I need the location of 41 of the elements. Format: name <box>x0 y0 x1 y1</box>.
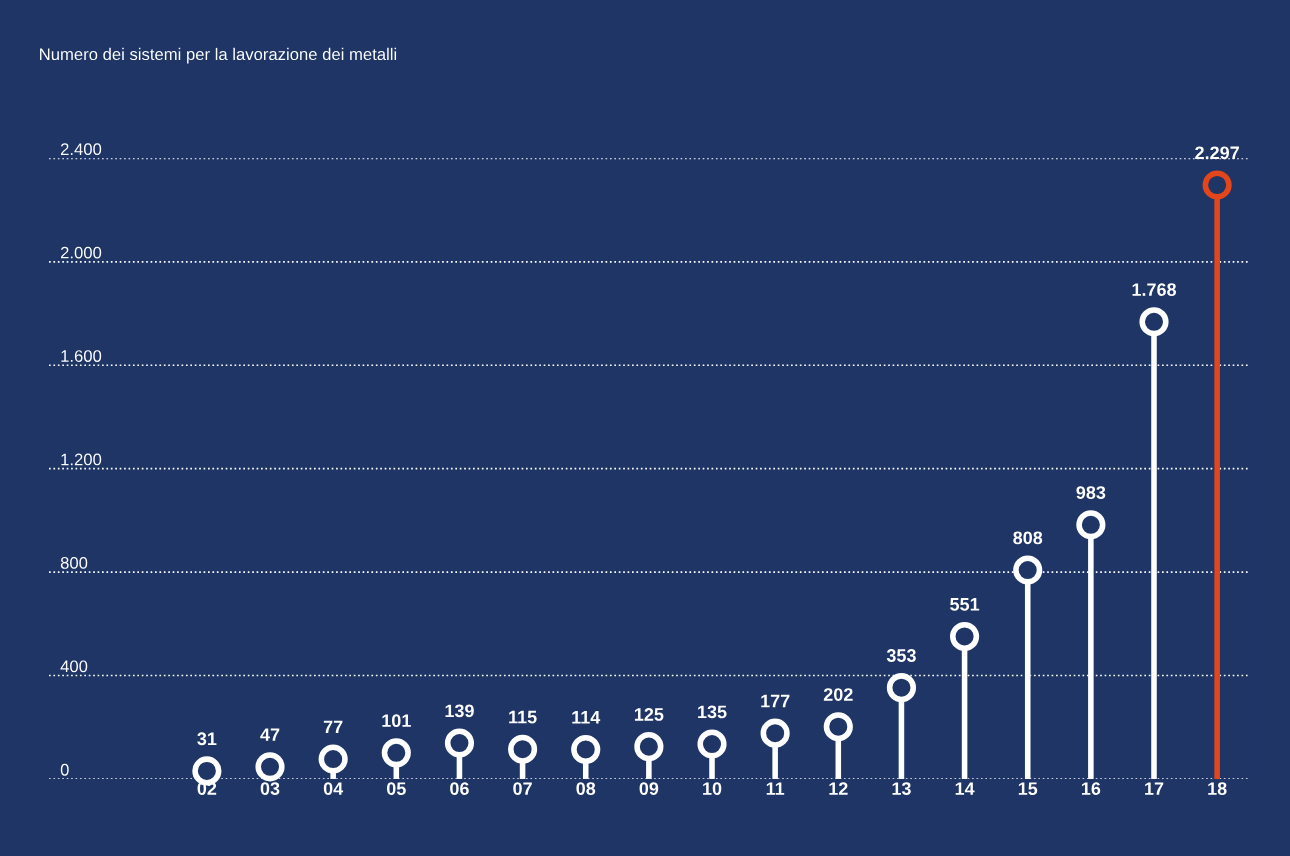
data-label: 202 <box>823 688 853 701</box>
data-label: 139 <box>445 704 474 718</box>
x-tick-label: 09 <box>639 782 659 795</box>
data-label: 1.768 <box>1132 283 1177 296</box>
data-label: 77 <box>323 720 343 734</box>
data-label: 47 <box>260 728 280 741</box>
x-tick-label: 04 <box>323 782 344 795</box>
data-label: 31 <box>197 732 217 746</box>
x-tick-label: 03 <box>260 782 280 796</box>
data-label: 101 <box>382 714 411 728</box>
data-label: 353 <box>886 649 916 662</box>
x-tick-label: 10 <box>703 782 722 795</box>
data-label: 125 <box>634 708 664 721</box>
x-tick-label: 13 <box>892 782 911 796</box>
x-tick-label: 17 <box>1145 782 1164 795</box>
y-tick-label: 2.000 <box>60 246 102 259</box>
data-label: 551 <box>950 598 980 611</box>
data-label: 115 <box>509 710 537 724</box>
y-tick-label: 800 <box>60 557 88 569</box>
data-label: 114 <box>572 711 601 724</box>
y-tick-label: 1.200 <box>61 453 102 466</box>
x-tick-label: 15 <box>1018 782 1038 795</box>
data-label: 177 <box>761 694 790 708</box>
chart-title: Numero dei sistemi per la lavorazione dei metalli <box>40 47 397 64</box>
x-tick-label: 08 <box>576 782 596 795</box>
x-tick-label: 06 <box>450 782 469 795</box>
y-tick-label: 0 <box>60 763 69 776</box>
data-label: 808 <box>1013 531 1043 545</box>
data-label: 135 <box>698 705 727 719</box>
data-label: 2.297 <box>1195 146 1239 160</box>
x-tick-label: 11 <box>766 782 785 795</box>
x-tick-label: 16 <box>1081 782 1101 795</box>
x-tick-label: 12 <box>829 782 848 795</box>
data-label: 983 <box>1076 486 1106 500</box>
x-tick-label: 18 <box>1208 782 1227 795</box>
y-tick-label: 1.600 <box>61 350 102 362</box>
y-tick-label: 2.400 <box>60 143 102 156</box>
y-tick-label: 400 <box>60 660 88 673</box>
x-tick-label: 14 <box>955 782 975 795</box>
x-tick-label: 05 <box>386 782 406 795</box>
x-tick-label: 07 <box>513 782 532 795</box>
